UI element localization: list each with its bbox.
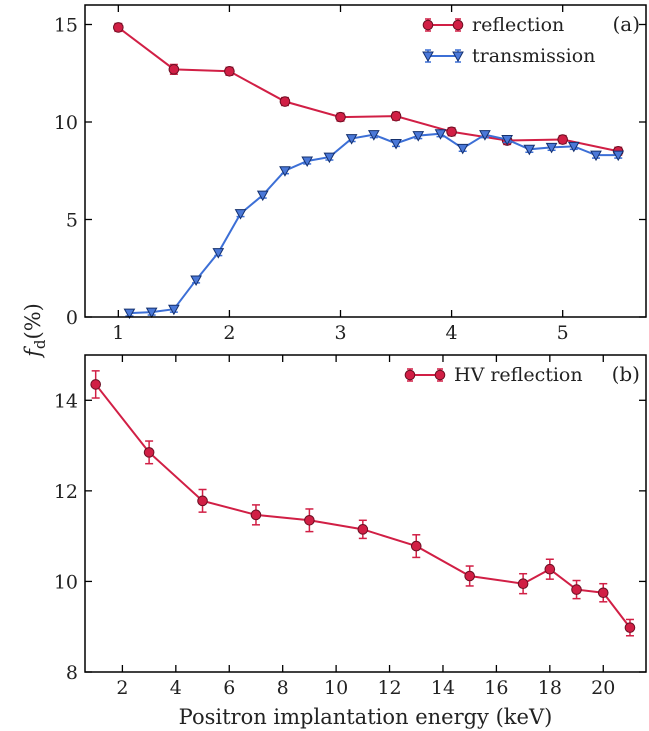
y-tick-label: 10	[54, 571, 78, 593]
x-tick-label: 2	[223, 322, 235, 344]
series-line	[117, 26, 619, 153]
y-tick-label: 5	[66, 210, 78, 232]
data-point	[597, 587, 609, 599]
panel-a-plot-area	[113, 22, 625, 320]
data-point	[390, 110, 402, 122]
panel-a: 1 2 3 4 5 0 5 10 15 reflection transmission (a)	[54, 4, 647, 344]
panel-a-label: (a)	[612, 12, 640, 36]
data-point	[590, 150, 602, 162]
y-tick-label: 0	[66, 307, 78, 329]
data-point	[335, 111, 346, 123]
legend-marker	[422, 51, 434, 63]
x-axis-label: Positron implantation energy (keV)	[179, 705, 553, 729]
legend-label: reflection	[472, 14, 564, 36]
x-tick-label: 10	[324, 677, 348, 699]
y-tick-label: 8	[66, 662, 78, 684]
data-point	[250, 509, 262, 521]
data-point	[168, 64, 180, 75]
data-point	[90, 379, 101, 390]
legend-marker	[422, 19, 434, 31]
data-point	[367, 130, 380, 141]
data-point	[256, 190, 269, 202]
x-tick-label: 4	[446, 322, 458, 344]
data-point	[279, 96, 291, 107]
x-tick-label: 14	[431, 677, 455, 699]
y-tick-label: 14	[54, 390, 78, 412]
panel-b: 2 4 6 8 10 12 14 16 18 20 8 10 12 14 HV reflection (b…	[54, 354, 647, 729]
y-tick-label: 10	[54, 112, 78, 134]
data-point	[279, 166, 291, 177]
data-point	[212, 248, 225, 259]
legend-marker	[434, 369, 446, 381]
x-tick-label: 20	[591, 677, 615, 699]
x-tick-label: 2	[116, 677, 128, 699]
x-tick-label: 6	[223, 677, 235, 699]
data-point	[345, 134, 358, 145]
data-point	[224, 66, 235, 77]
panel-b-legend: HV reflection	[404, 364, 583, 386]
legend-label: HV reflection	[454, 364, 583, 386]
legend-marker	[452, 19, 464, 31]
data-point	[357, 524, 369, 535]
data-point	[464, 570, 475, 582]
data-point	[567, 141, 580, 153]
series-line	[129, 132, 619, 315]
data-point	[123, 308, 136, 320]
data-point	[168, 304, 180, 316]
panel-a-ticks: 1 2 3 4 5 0 5 10 15	[54, 5, 646, 344]
data-point	[446, 126, 457, 138]
data-point	[557, 134, 568, 145]
panel-a-legend: reflection transmission	[422, 14, 595, 67]
data-point	[545, 142, 558, 154]
series-line	[94, 383, 631, 629]
data-point	[517, 578, 529, 589]
data-point	[412, 131, 425, 142]
x-tick-label: 3	[334, 322, 346, 344]
x-tick-label: 5	[557, 322, 569, 344]
panel-a-frame	[84, 4, 647, 318]
data-point	[479, 130, 491, 141]
data-point	[571, 584, 582, 595]
data-point	[523, 144, 536, 156]
x-tick-label: 18	[538, 677, 562, 699]
data-point	[434, 129, 447, 140]
data-point	[390, 138, 402, 150]
x-tick-label: 1	[112, 322, 124, 344]
data-point	[612, 150, 625, 162]
panel-b-frame	[84, 354, 647, 673]
panel-b-label: (b)	[612, 362, 640, 386]
legend-label: transmission	[472, 45, 595, 67]
y-tick-label: 12	[54, 481, 78, 503]
y-tick-label: 15	[54, 15, 78, 37]
x-tick-label: 8	[277, 677, 289, 699]
data-point	[544, 563, 556, 575]
data-point	[304, 514, 315, 526]
data-point	[301, 156, 314, 168]
data-point	[410, 540, 422, 552]
data-point	[501, 135, 513, 146]
data-point	[323, 152, 336, 164]
x-tick-label: 16	[484, 677, 508, 699]
x-tick-label: 4	[170, 677, 182, 699]
data-point	[145, 307, 158, 319]
data-point	[143, 447, 155, 458]
x-tick-label: 12	[377, 677, 401, 699]
legend-marker	[404, 369, 416, 381]
panel-b-ticks: 2 4 6 8 10 12 14 16 18 20 8 10 12 14	[54, 355, 646, 699]
legend-marker	[452, 51, 464, 63]
data-point	[234, 209, 247, 220]
data-point	[197, 495, 208, 507]
data-point	[624, 622, 636, 633]
data-point	[190, 275, 202, 286]
data-point	[456, 143, 469, 155]
y-axis-label: fd(%)	[21, 303, 49, 359]
data-point	[113, 22, 124, 33]
panel-b-plot-area	[90, 370, 636, 637]
